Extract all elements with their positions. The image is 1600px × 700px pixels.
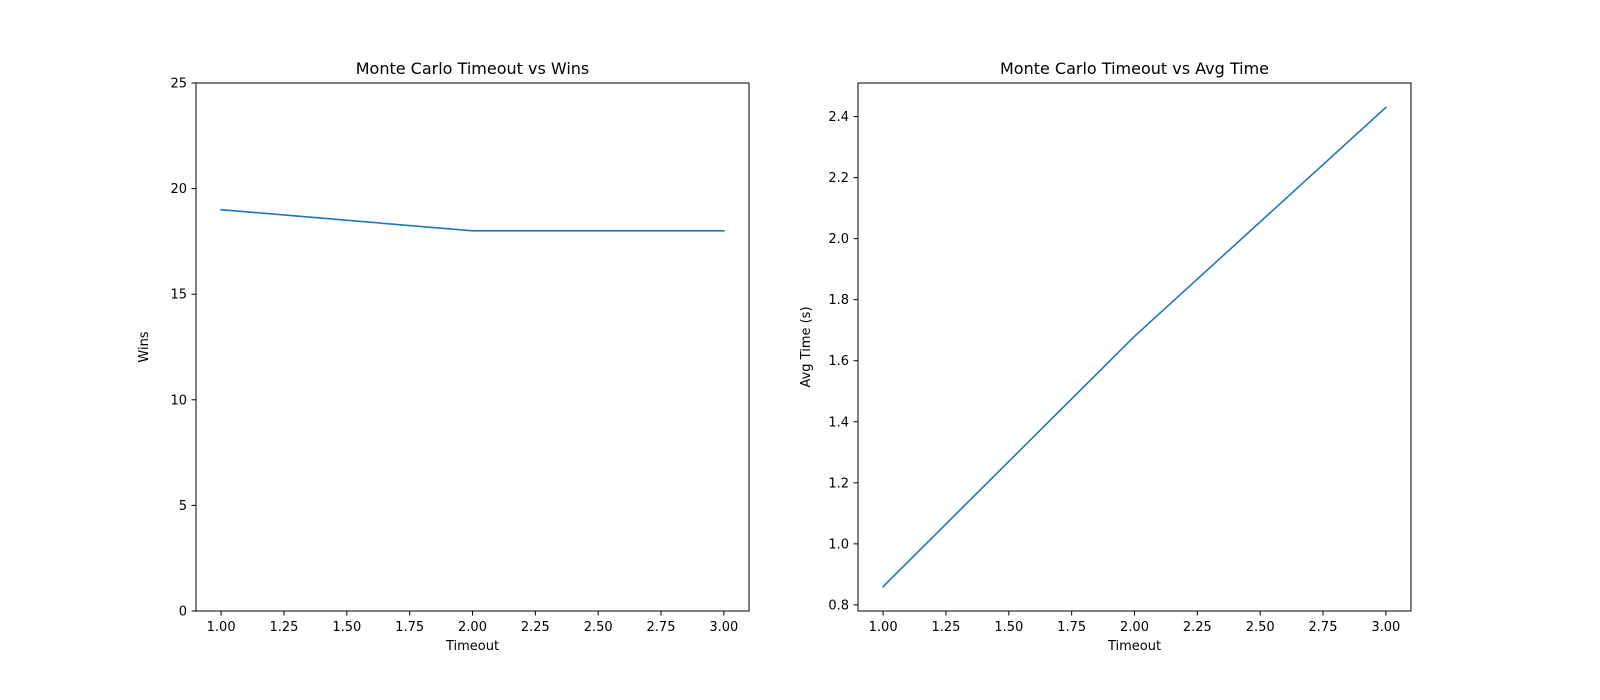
avg-time-chart-ylabel: Avg Time (s) [799, 306, 814, 387]
wins-chart-ytick-label: 25 [170, 77, 187, 92]
wins-chart-ytick-label: 5 [179, 499, 187, 514]
avg-time-chart-ytick-label: 2.2 [828, 171, 849, 186]
avg-time-chart-ytick-label: 2.4 [828, 110, 849, 125]
wins-chart-xtick-label: 2.25 [521, 620, 550, 635]
avg-time-chart-ytick-label: 1.0 [828, 537, 849, 552]
wins-chart-axes-frame [195, 82, 750, 612]
wins-chart-ytick-label: 0 [179, 605, 187, 620]
avg-time-chart-xtick-label: 2.25 [1183, 620, 1212, 635]
wins-chart-xtick-label: 3.00 [709, 620, 738, 635]
wins-chart-xtick-label: 1.50 [332, 620, 361, 635]
avg-time-chart-xtick-label: 1.00 [869, 620, 898, 635]
avg-time-chart-xtick-label: 2.50 [1246, 620, 1275, 635]
avg-time-chart-xtick-label: 1.25 [932, 620, 961, 635]
wins-chart-xtick-label: 1.75 [395, 620, 424, 635]
avg-time-chart-ytick-label: 1.6 [828, 354, 849, 369]
avg-time-chart-panel: Monte Carlo Timeout vs Avg Time Timeout … [799, 59, 1412, 654]
avg-time-chart-axes-frame [857, 82, 1412, 612]
avg-time-chart-ytick-label: 2.0 [828, 232, 849, 247]
wins-chart-series-line [220, 208, 725, 232]
avg-time-chart-series-line [882, 106, 1387, 588]
wins-chart-xlabel: Timeout [445, 639, 499, 654]
wins-chart-ytick-label: 15 [170, 288, 187, 303]
avg-time-chart-ytick-label: 1.4 [828, 415, 849, 430]
wins-chart-xtick-label: 2.00 [458, 620, 487, 635]
avg-time-chart-ytick-label: 1.2 [828, 476, 849, 491]
avg-time-chart-xtick-label: 3.00 [1371, 620, 1400, 635]
wins-chart-panel: Monte Carlo Timeout vs Wins Timeout Wins… [137, 59, 750, 654]
avg-time-chart-xtick-label: 1.75 [1057, 620, 1086, 635]
wins-chart-xtick-label: 1.25 [270, 620, 299, 635]
wins-chart-xtick-label: 2.75 [647, 620, 676, 635]
avg-time-chart-ytick-label: 1.8 [828, 293, 849, 308]
wins-chart-xtick-label: 2.50 [584, 620, 613, 635]
avg-time-chart-xtick-label: 2.00 [1120, 620, 1149, 635]
avg-time-chart-xlabel: Timeout [1107, 639, 1161, 654]
avg-time-chart-title: Monte Carlo Timeout vs Avg Time [1000, 59, 1269, 78]
wins-chart-ylabel: Wins [137, 331, 152, 362]
wins-chart-xtick-label: 1.00 [207, 620, 236, 635]
wins-chart-ytick-label: 10 [170, 393, 187, 408]
avg-time-chart-xtick-label: 1.50 [994, 620, 1023, 635]
avg-time-chart-ytick-label: 0.8 [828, 598, 849, 613]
avg-time-chart-xtick-label: 2.75 [1309, 620, 1338, 635]
wins-chart-title: Monte Carlo Timeout vs Wins [356, 59, 590, 78]
wins-chart-ytick-label: 20 [170, 182, 187, 197]
